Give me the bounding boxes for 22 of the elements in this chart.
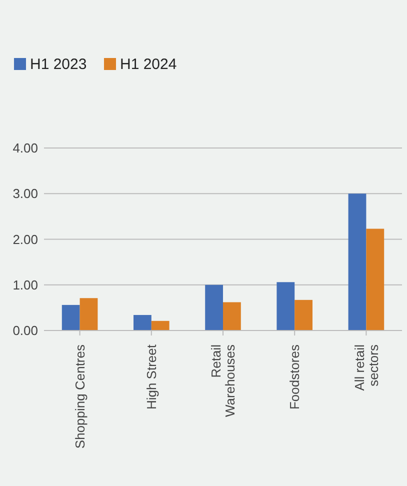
bar xyxy=(348,194,366,330)
x-tick-label: All retail sectors xyxy=(352,344,381,391)
y-tick-label: 2.00 xyxy=(12,232,38,247)
bar xyxy=(366,228,384,330)
legend-label: H1 2024 xyxy=(120,56,177,73)
y-tick-label: 0.00 xyxy=(12,323,38,338)
y-tick-label: 3.00 xyxy=(12,186,38,202)
x-tick-label: High Street xyxy=(144,344,159,410)
y-tick-label: 1.00 xyxy=(12,277,38,292)
bar xyxy=(151,320,170,330)
x-tick-label: Shopping Centres xyxy=(72,344,88,449)
bar xyxy=(134,314,152,330)
legend-label: H1 2023 xyxy=(30,56,87,73)
bar xyxy=(80,298,98,330)
x-tick-label: Retail Warehouses xyxy=(208,344,238,417)
bar xyxy=(62,304,80,330)
x-tick-label: Foodstores xyxy=(287,344,302,410)
bar xyxy=(223,302,241,330)
bar xyxy=(205,284,223,330)
bar xyxy=(276,282,295,330)
bar xyxy=(294,300,312,330)
y-tick-label: 4.00 xyxy=(12,140,38,156)
